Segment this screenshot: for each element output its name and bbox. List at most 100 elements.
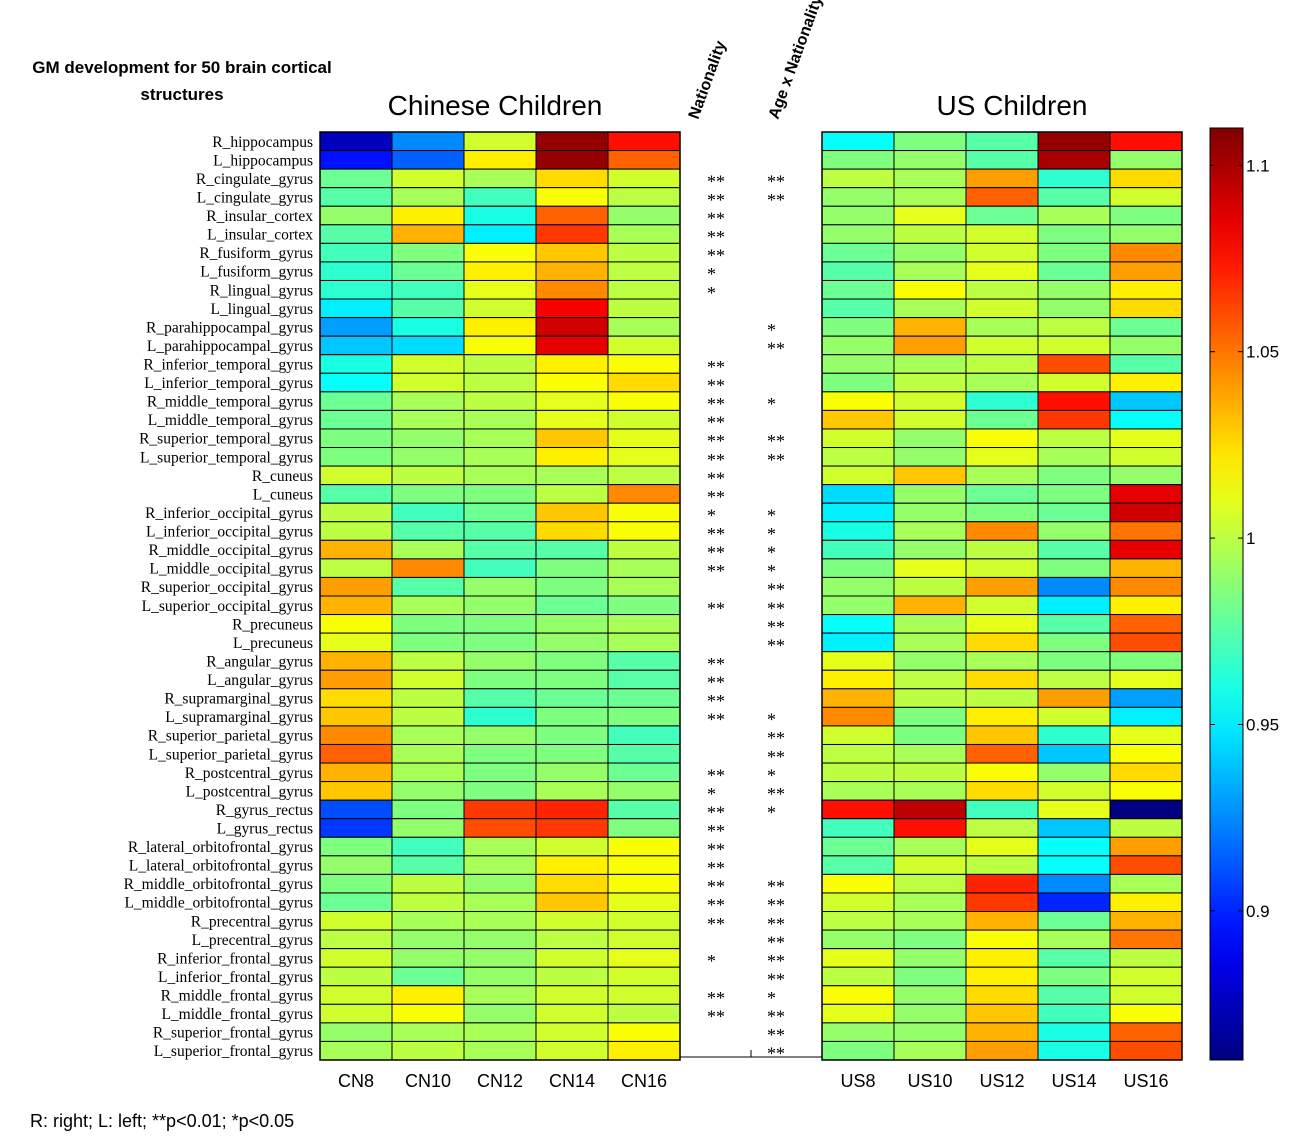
cn-cell [463, 651, 537, 671]
nationality-sig-mark: ** [707, 895, 725, 915]
us-cell [965, 818, 1039, 838]
us-cell [821, 205, 895, 226]
cn-cell [607, 985, 681, 1005]
cn-cell [463, 428, 537, 449]
us-cell [821, 669, 895, 690]
row-label: R_postcentral_gyrus [185, 765, 313, 782]
cn-cell [535, 279, 609, 300]
us-cell [821, 892, 895, 913]
us-cell [1109, 484, 1183, 504]
us-cell [1109, 1022, 1183, 1042]
row-label: R_supramarginal_gyrus [164, 691, 313, 708]
cn-cell [319, 428, 393, 449]
nationality-sig-mark: ** [707, 877, 725, 897]
us-cell [965, 873, 1039, 894]
us-cell [893, 595, 967, 616]
age-nationality-sig-mark: ** [767, 580, 785, 600]
cn-cell [535, 595, 609, 616]
us-cell [1037, 558, 1111, 578]
us-cell [1109, 799, 1183, 820]
us-cell [893, 966, 967, 987]
us-cell [1037, 391, 1111, 411]
cn-cell [463, 354, 537, 374]
us-cell [821, 743, 895, 764]
cn-cell [391, 799, 465, 820]
cn-cell [319, 298, 393, 319]
us-cell [1109, 576, 1183, 597]
us-cell [1037, 725, 1111, 745]
cn-cell [607, 465, 681, 486]
us-cell [1037, 669, 1111, 690]
cn-cell [535, 187, 609, 207]
row-label: L_superior_occipital_gyrus [142, 598, 313, 615]
row-label: R_middle_frontal_gyrus [161, 988, 313, 1005]
row-label: L_middle_frontal_gyrus [161, 1006, 313, 1023]
us-cell [965, 539, 1039, 560]
nationality-sig-mark: ** [707, 431, 725, 451]
cn-cell [319, 1003, 393, 1024]
cn-cell [535, 985, 609, 1005]
us-cell [821, 335, 895, 356]
cn-cell [319, 948, 393, 968]
cn-cell [391, 187, 465, 207]
us-cell [965, 279, 1039, 300]
cn-cell [607, 911, 681, 931]
cn-cell [391, 966, 465, 987]
us-cell [821, 948, 895, 968]
row-label: R_lateral_orbitofrontal_gyrus [128, 839, 313, 856]
row-label: L_cuneus [253, 486, 313, 503]
us-cell [893, 781, 967, 801]
cn-cell [535, 354, 609, 374]
us-cell [1109, 558, 1183, 578]
us-cell [965, 762, 1039, 783]
us-cell [893, 855, 967, 875]
row-label: R_fusiform_gyrus [199, 245, 313, 262]
us-cell [1109, 279, 1183, 300]
us-cell [965, 354, 1039, 374]
nationality-sig-mark: ** [707, 561, 725, 581]
cn-cell [391, 725, 465, 745]
cn-cell [535, 781, 609, 801]
row-label: R_angular_gyrus [206, 653, 313, 670]
nationality-sig-mark: ** [707, 171, 725, 191]
cn-cell [535, 688, 609, 708]
us-cell [821, 428, 895, 449]
age-nationality-sig-mark: ** [767, 877, 785, 897]
us-cell [1109, 354, 1183, 374]
significance-marks: ** **** ******************* ***** **** ******… [707, 171, 785, 1063]
age-nationality-sig-mark: ** [767, 635, 785, 655]
row-label: R_gyrus_rectus [216, 802, 313, 819]
us-cell [893, 1040, 967, 1061]
cn-cell [607, 187, 681, 207]
us-cell [893, 409, 967, 430]
cn-cell [607, 521, 681, 541]
cn-cell [535, 205, 609, 226]
us-column-label: US8 [840, 1071, 875, 1091]
us-cell [821, 224, 895, 244]
us-cell [1037, 428, 1111, 449]
us-cell [893, 224, 967, 244]
age-nationality-sig-mark: ** [767, 598, 785, 618]
cn-cell [535, 447, 609, 467]
cn-cell [319, 632, 393, 653]
us-cell [821, 298, 895, 319]
cn-cell [535, 1040, 609, 1061]
row-label: R_cuneus [252, 468, 313, 485]
us-cell [821, 799, 895, 820]
cn-cell [391, 521, 465, 541]
cn-cell [535, 539, 609, 560]
colorbar-tick-label: 1 [1246, 529, 1255, 548]
cn-cell [607, 873, 681, 894]
cn-cell [319, 836, 393, 857]
us-cell [1037, 688, 1111, 708]
nationality-sig-mark: ** [707, 376, 725, 396]
us-cell [965, 725, 1039, 745]
us-panel-title: US Children [937, 90, 1088, 121]
cn-cell [391, 1040, 465, 1061]
cn-cell [391, 447, 465, 467]
nationality-sig-mark: ** [707, 710, 725, 730]
us-cell [965, 929, 1039, 950]
cn-cell [535, 224, 609, 244]
us-cell [965, 317, 1039, 337]
